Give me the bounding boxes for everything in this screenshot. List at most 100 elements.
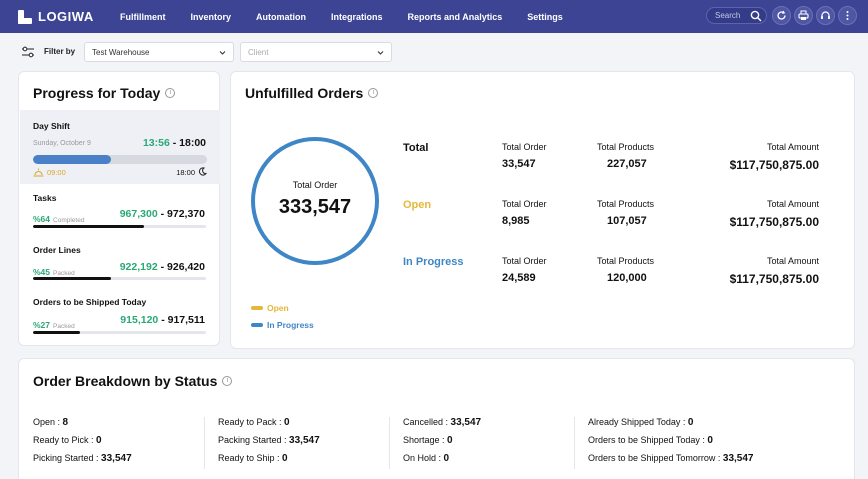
total-products-value: 227,057	[607, 158, 647, 170]
breakdown-item-value: 0	[284, 417, 290, 428]
percent-status: Packed	[53, 323, 75, 330]
legend-open: Open	[251, 303, 289, 313]
order-breakdown-card: Order Breakdown by Status i Open : 8 Read…	[18, 358, 855, 479]
breakdown-item: Ready to Ship : 0	[218, 453, 288, 464]
total-count: 917,511	[167, 314, 205, 326]
breakdown-title: Order Breakdown by Status i	[33, 373, 233, 389]
breakdown-item-label: Cancelled :	[403, 417, 451, 427]
column-divider	[574, 417, 575, 469]
breakdown-item: Picking Started : 33,547	[33, 453, 132, 464]
row-open-label: Open	[403, 199, 432, 211]
legend-in-progress: In Progress	[251, 320, 314, 330]
breakdown-item-value: 0	[282, 453, 288, 464]
metric-label: Tasks	[33, 193, 57, 203]
open-amount-value: $117,750,875.00	[729, 215, 819, 229]
total-amount-label: Total Amount	[766, 142, 819, 152]
breakdown-item-value: 33,547	[450, 417, 482, 428]
total-count: 972,370	[167, 208, 205, 220]
breakdown-item-value: 0	[447, 435, 453, 446]
shift-dash: -	[172, 137, 177, 149]
metric-counts: 915,120 - 917,511	[120, 314, 205, 326]
filter-sliders-icon[interactable]	[21, 45, 35, 59]
nav-integrations[interactable]: Integrations	[331, 11, 383, 22]
progress-title: Progress for Today i	[33, 85, 176, 101]
shift-start-time: 09:00	[47, 168, 66, 177]
breakdown-item-value: 33,547	[289, 435, 320, 446]
open-products-label: Total Products	[597, 199, 655, 209]
dash: -	[160, 208, 165, 220]
done-count: 922,192	[119, 261, 158, 273]
breakdown-item: Orders to be Shipped Tomorrow : 33,547	[588, 453, 754, 464]
print-button[interactable]	[794, 6, 813, 25]
shift-end-time: 18:00	[179, 137, 206, 149]
breakdown-item: Open : 8	[33, 417, 68, 428]
column-divider	[204, 417, 205, 469]
info-icon[interactable]: i	[165, 88, 176, 98]
breakdown-item-value: 8	[62, 417, 69, 428]
legend-swatch	[251, 306, 263, 310]
logo[interactable]: LOGIWA	[18, 9, 120, 24]
search-icon[interactable]	[749, 9, 763, 23]
search-placeholder: Search	[715, 11, 741, 20]
breakdown-item: Ready to Pick : 0	[33, 435, 102, 446]
dash: -	[161, 314, 165, 326]
warehouse-select[interactable]: Test Warehouse	[84, 42, 234, 62]
filter-bar: Filter by Test Warehouse Client	[0, 40, 868, 64]
headset-icon	[821, 11, 830, 19]
legend-label: In Progress	[267, 320, 314, 330]
breakdown-item-value: 0	[96, 435, 102, 446]
metric-counts: 967,300 - 972,370	[120, 208, 205, 220]
progress-card: Progress for Today i Day Shift Sunday, O…	[18, 71, 220, 346]
top-navigation-bar: LOGIWA Fulfillment Inventory Automation …	[0, 0, 868, 33]
nav-inventory[interactable]: Inventory	[190, 11, 232, 22]
support-button[interactable]	[816, 6, 835, 25]
done-count: 967,300	[119, 208, 158, 220]
logo-mark-icon	[18, 9, 32, 24]
nav-automation[interactable]: Automation	[256, 11, 307, 22]
nav-settings[interactable]: Settings	[527, 11, 563, 22]
nav-reports-and-analytics[interactable]: Reports and Analytics	[407, 11, 503, 22]
chevron-down-icon	[219, 51, 226, 55]
metric-label: Orders to be Shipped Today	[33, 297, 147, 307]
moon-icon	[198, 167, 207, 176]
client-select[interactable]: Client	[240, 42, 392, 62]
metric-progress-bar	[33, 225, 206, 228]
open-order-label: Total Order	[502, 199, 547, 209]
metric-progress-bar	[33, 331, 206, 334]
breakdown-item-value: 0	[443, 453, 450, 464]
info-icon[interactable]: i	[222, 376, 233, 386]
circle-value: 333,547	[278, 196, 352, 218]
breakdown-item-label: Ready to Pack :	[218, 417, 285, 427]
ring-in-progress	[251, 137, 379, 265]
more-button[interactable]	[838, 6, 857, 25]
legend-label: Open	[267, 303, 289, 313]
breakdown-item: On Hold : 0	[403, 453, 449, 464]
breakdown-item: Cancelled : 33,547	[403, 417, 481, 428]
progress-order-label: Total Order	[502, 256, 547, 266]
sunrise-icon	[33, 168, 44, 177]
breakdown-item-label: Packing Started :	[218, 435, 290, 445]
breakdown-item-label: Already Shipped Today :	[588, 417, 688, 427]
shift-end-time-right: 18:00	[176, 168, 195, 177]
search-input[interactable]: Search	[706, 7, 767, 24]
day-shift-panel: Day Shift Sunday, October 9 13:56 - 18:0…	[20, 110, 220, 184]
chevron-down-icon	[377, 51, 384, 55]
percent-value: %45	[33, 267, 51, 277]
shift-progress-bar	[33, 155, 207, 164]
refresh-button[interactable]	[772, 6, 791, 25]
more-icon	[846, 11, 849, 20]
breakdown-item-label: Orders to be Shipped Today :	[588, 435, 708, 445]
nav-fulfillment[interactable]: Fulfillment	[120, 11, 166, 22]
column-divider	[389, 417, 390, 469]
shift-date: Sunday, October 9	[33, 140, 91, 147]
progress-amount-value: $117,750,875.00	[729, 272, 819, 286]
open-amount-label: Total Amount	[766, 199, 819, 209]
total-order-value: 33,547	[502, 158, 536, 170]
total-order-label: Total Order	[502, 142, 547, 152]
progress-title-text: Progress for Today	[33, 85, 161, 101]
info-icon[interactable]: i	[368, 88, 379, 98]
metric-progress-fill	[33, 277, 111, 280]
total-count: 926,420	[167, 261, 205, 273]
metric-counts: 922,192 - 926,420	[120, 261, 205, 273]
row-total-label: Total	[403, 142, 429, 154]
